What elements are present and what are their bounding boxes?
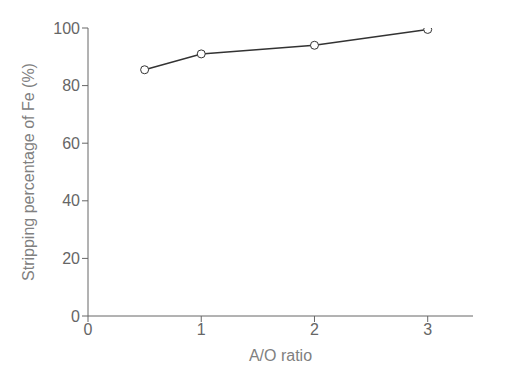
svg-text:40: 40 xyxy=(62,192,80,209)
svg-text:A/O ratio: A/O ratio xyxy=(249,347,312,364)
svg-text:2: 2 xyxy=(310,321,319,338)
svg-text:0: 0 xyxy=(71,308,80,325)
svg-text:80: 80 xyxy=(62,77,80,94)
svg-text:60: 60 xyxy=(62,135,80,152)
svg-text:1: 1 xyxy=(197,321,206,338)
svg-text:100: 100 xyxy=(53,20,80,37)
svg-text:0: 0 xyxy=(84,321,93,338)
svg-text:Stripping percentage of Fe (%): Stripping percentage of Fe (%) xyxy=(20,63,37,281)
svg-text:20: 20 xyxy=(62,250,80,267)
svg-text:3: 3 xyxy=(423,321,432,338)
